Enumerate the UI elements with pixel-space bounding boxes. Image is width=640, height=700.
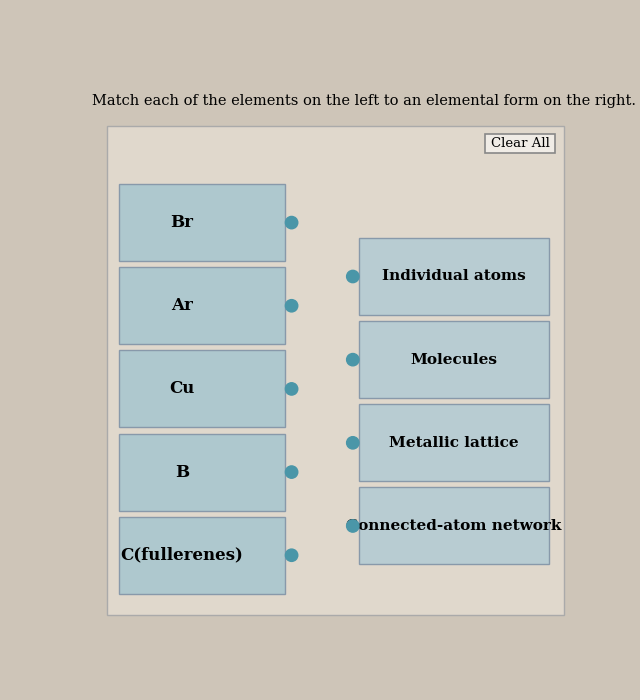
- Text: Clear All: Clear All: [491, 136, 550, 150]
- Circle shape: [347, 270, 359, 283]
- Circle shape: [285, 549, 298, 561]
- Circle shape: [285, 300, 298, 312]
- Circle shape: [285, 216, 298, 229]
- FancyBboxPatch shape: [119, 267, 285, 344]
- Circle shape: [347, 354, 359, 366]
- Text: B: B: [175, 463, 189, 481]
- Text: Ar: Ar: [171, 298, 193, 314]
- Text: Individual atoms: Individual atoms: [382, 270, 526, 284]
- FancyBboxPatch shape: [107, 126, 564, 615]
- FancyBboxPatch shape: [359, 487, 549, 564]
- FancyBboxPatch shape: [119, 517, 285, 594]
- Circle shape: [285, 383, 298, 395]
- Text: Match each of the elements on the left to an elemental form on the right.: Match each of the elements on the left t…: [92, 94, 636, 108]
- Text: Molecules: Molecules: [410, 353, 497, 367]
- Text: Connected-atom network: Connected-atom network: [346, 519, 562, 533]
- FancyBboxPatch shape: [119, 433, 285, 510]
- Circle shape: [347, 520, 359, 532]
- Text: Metallic lattice: Metallic lattice: [389, 436, 519, 450]
- FancyBboxPatch shape: [359, 238, 549, 315]
- Text: Br: Br: [171, 214, 193, 231]
- Text: C(fullerenes): C(fullerenes): [120, 547, 243, 564]
- FancyBboxPatch shape: [119, 184, 285, 261]
- FancyBboxPatch shape: [119, 351, 285, 428]
- Circle shape: [347, 437, 359, 449]
- Text: Cu: Cu: [170, 380, 195, 398]
- FancyBboxPatch shape: [485, 134, 555, 153]
- Circle shape: [285, 466, 298, 478]
- FancyBboxPatch shape: [359, 321, 549, 398]
- FancyBboxPatch shape: [359, 405, 549, 482]
